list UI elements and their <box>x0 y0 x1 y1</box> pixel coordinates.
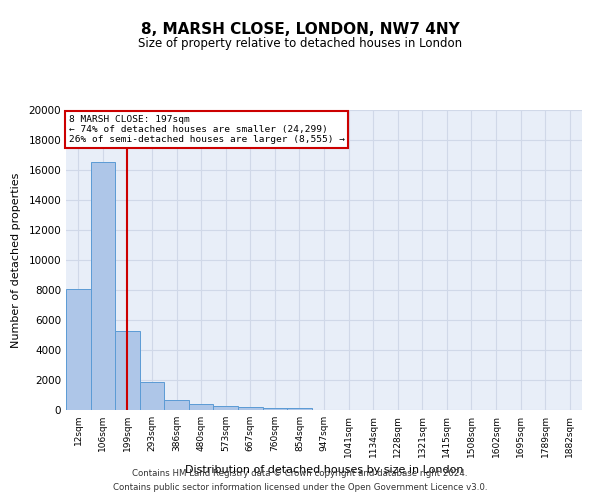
Text: Contains public sector information licensed under the Open Government Licence v3: Contains public sector information licen… <box>113 484 487 492</box>
Bar <box>238 407 263 410</box>
X-axis label: Distribution of detached houses by size in London: Distribution of detached houses by size … <box>185 466 463 475</box>
Y-axis label: Number of detached properties: Number of detached properties <box>11 172 22 348</box>
Text: 8, MARSH CLOSE, LONDON, NW7 4NY: 8, MARSH CLOSE, LONDON, NW7 4NY <box>140 22 460 38</box>
Text: Size of property relative to detached houses in London: Size of property relative to detached ho… <box>138 38 462 51</box>
Bar <box>115 330 140 410</box>
Bar <box>263 408 287 410</box>
Text: 8 MARSH CLOSE: 197sqm
← 74% of detached houses are smaller (24,299)
26% of semi-: 8 MARSH CLOSE: 197sqm ← 74% of detached … <box>68 114 344 144</box>
Bar <box>214 406 238 410</box>
Bar <box>189 404 214 410</box>
Bar <box>140 382 164 410</box>
Bar <box>91 162 115 410</box>
Bar <box>287 408 312 410</box>
Text: Contains HM Land Registry data © Crown copyright and database right 2024.: Contains HM Land Registry data © Crown c… <box>132 468 468 477</box>
Bar <box>164 400 189 410</box>
Bar <box>66 288 91 410</box>
